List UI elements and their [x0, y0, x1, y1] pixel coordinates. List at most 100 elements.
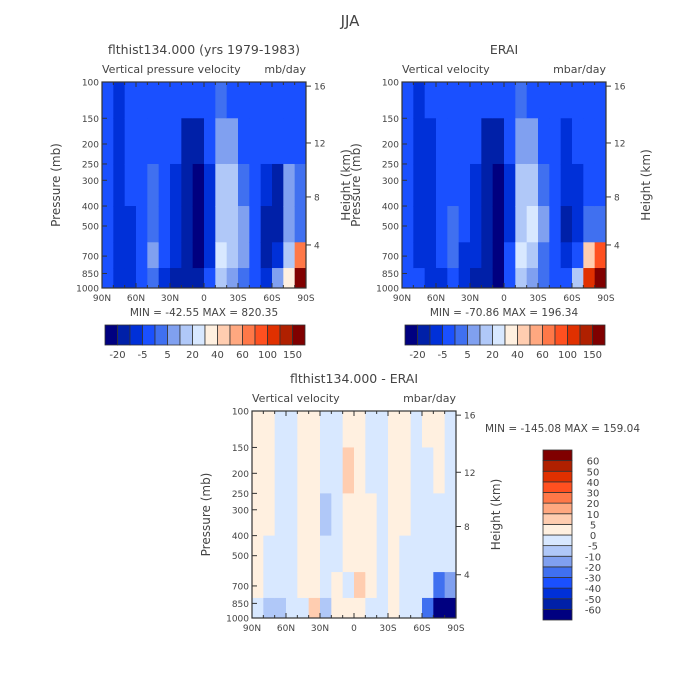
contour-cell [124, 163, 137, 207]
x-tick-label: 30S [229, 294, 246, 304]
contour-cell [583, 82, 596, 119]
contour-cell [181, 118, 194, 165]
colorbar-box [492, 324, 506, 346]
contour-cell [294, 118, 307, 165]
contour-cell [136, 242, 148, 269]
panel-title: flthist134.000 (yrs 1979-1983) [108, 42, 300, 57]
contour-cell [286, 535, 298, 573]
min-max-stats: MIN = -145.08 MAX = 159.04 [485, 423, 640, 435]
contour-cell [249, 82, 262, 119]
contour-cell [283, 242, 296, 269]
contour-cell [583, 242, 596, 269]
contour-cell [444, 493, 457, 537]
contour-cell [526, 118, 539, 165]
y-tick-label: 500 [232, 552, 249, 562]
colorbar-label: 5 [464, 350, 470, 361]
y-axis-label: Pressure (mb) [349, 143, 363, 227]
contour-cell [147, 118, 160, 165]
min-max-stats: MIN = -70.86 MAX = 196.34 [430, 307, 579, 319]
contour-cell [549, 118, 562, 165]
contour-cell [354, 447, 366, 494]
x-tick-label: 60S [263, 294, 280, 304]
contour-cell [294, 268, 307, 289]
contour-cell [297, 535, 310, 573]
contour-cell [572, 206, 584, 243]
contour-cell [515, 82, 528, 119]
contour-cell [215, 268, 228, 289]
y-axis-label: Pressure (mb) [199, 473, 213, 557]
contour-cell [260, 206, 273, 243]
colorbar-box [542, 460, 573, 472]
colorbar-box [542, 566, 573, 578]
contour-cell [436, 118, 448, 165]
contour-cell [204, 163, 216, 207]
contour-cell [102, 163, 114, 207]
contour-cell [526, 206, 539, 243]
colorbar-label: 150 [283, 350, 302, 361]
contour-cell [365, 411, 378, 448]
y-tick-label: 500 [82, 222, 99, 232]
contour-cell [422, 411, 434, 448]
x-tick-label: 90S [447, 624, 464, 634]
contour-cell [402, 163, 414, 207]
contour-cell [422, 493, 434, 537]
contour-cell [388, 535, 400, 573]
contour-cell [365, 493, 378, 537]
contour-cell [204, 118, 216, 165]
y-tick-label: 300 [382, 177, 399, 187]
contour-cell [238, 242, 250, 269]
colorbar-box [179, 324, 193, 346]
colorbar-label: 60 [536, 350, 549, 361]
contour-cell [470, 163, 482, 207]
contour-cell [549, 268, 562, 289]
contour-cell [365, 447, 378, 494]
colorbar-box [417, 324, 431, 346]
contour-cell [158, 268, 171, 289]
contour-cell [354, 493, 366, 537]
colorbar-box [542, 598, 573, 610]
colorbar-label: -20 [585, 563, 601, 574]
contour-cell [297, 597, 310, 619]
panel-title: ERAI [490, 42, 518, 57]
contour-cell [399, 447, 412, 494]
contour-cell [252, 493, 264, 537]
y-tick-label: 850 [382, 270, 399, 280]
x-tick-label: 30N [461, 294, 479, 304]
contour-cell [504, 268, 516, 289]
contour-cell [272, 268, 284, 289]
contour-cell [354, 535, 366, 573]
contour-cell [444, 447, 457, 494]
contour-cell [433, 493, 446, 537]
colorbar-box [529, 324, 543, 346]
contour-cell [504, 242, 516, 269]
x-tick-label: 60N [127, 294, 145, 304]
contour-cell [113, 242, 126, 269]
contour-cell [583, 163, 596, 207]
contour-cell [263, 411, 276, 448]
contour-cell [308, 597, 321, 619]
y-tick-label: 400 [82, 203, 99, 213]
colorbar-box [542, 545, 573, 557]
contour-cell [376, 572, 389, 599]
contour-cell [297, 572, 310, 599]
y-tick-label: 400 [382, 203, 399, 213]
y-right-tick-label: 8 [614, 193, 620, 203]
contour-cell [238, 268, 250, 289]
contour-cell [204, 82, 216, 119]
contour-cell [376, 447, 389, 494]
contour-cell [124, 206, 137, 243]
contour-cell [444, 535, 457, 573]
contour-cell [481, 82, 494, 119]
contour-cell [147, 163, 160, 207]
contour-cell [320, 447, 332, 494]
y-tick-label: 400 [232, 532, 249, 542]
contour-cell [283, 268, 296, 289]
contour-cell [113, 268, 126, 289]
contour-cell [331, 597, 344, 619]
contour-cell [560, 268, 573, 289]
contour-cell [331, 572, 344, 599]
contour-cell [320, 597, 332, 619]
contour-cell [444, 597, 457, 619]
contour-cell [286, 411, 298, 448]
colorbar-box [129, 324, 143, 346]
